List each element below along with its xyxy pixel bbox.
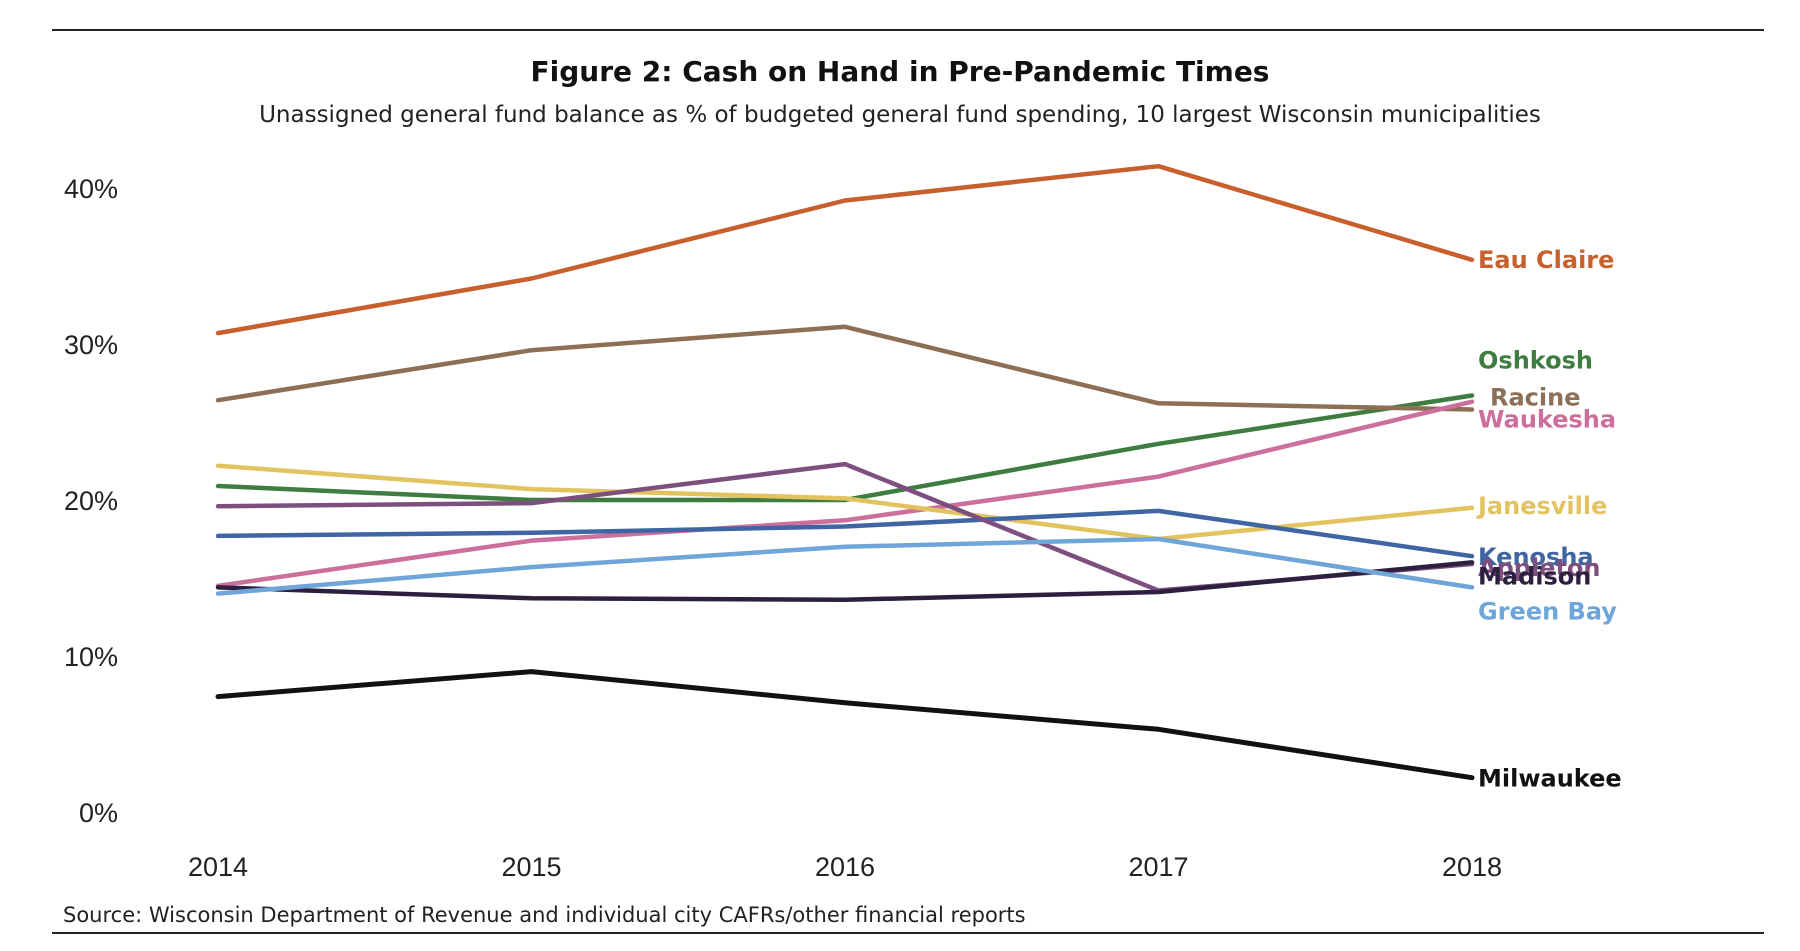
y-tick-label: 10% [64,642,118,672]
series-label-madison: Madison [1478,562,1591,590]
y-tick-label: 40% [64,174,118,204]
x-axis-ticks: 2014 2015 2016 2017 2018 [188,852,1502,882]
series-line-waukesha [215,399,1475,589]
x-tick-label: 2018 [1442,852,1502,882]
series-line-janesville [215,463,1475,542]
series-line-kenosha [215,508,1475,559]
series-line-madison [215,560,1475,603]
series-line-racine [215,324,1475,412]
series-label-racine: Racine [1490,384,1581,412]
series-label-oshkosh: Oshkosh [1478,346,1593,374]
x-tick-label: 2014 [188,852,248,882]
x-tick-label: 2017 [1128,852,1188,882]
series-label-waukesha: Waukesha [1478,406,1616,434]
y-tick-label: 0% [79,798,118,828]
chart-title: Figure 2: Cash on Hand in Pre-Pandemic T… [530,55,1270,88]
series-line-eau-claire [215,163,1475,336]
series-label-green-bay: Green Bay [1478,597,1617,625]
y-tick-label: 30% [64,330,118,360]
series-line-milwaukee [215,669,1475,781]
bottom-rule [52,932,1764,934]
source-note: Source: Wisconsin Department of Revenue … [63,903,1026,927]
series-lines [215,163,1475,781]
y-tick-label: 20% [64,486,118,516]
x-tick-label: 2015 [501,852,561,882]
chart-subtitle: Unassigned general fund balance as % of … [259,102,1541,128]
y-axis-ticks: 0% 10% 20% 30% 40% [64,174,118,828]
series-label-milwaukee: Milwaukee [1478,765,1622,793]
top-rule [52,29,1764,31]
series-label-appleton: Appleton [1478,554,1600,582]
series-label-kenosha: Kenosha [1478,543,1594,571]
x-tick-label: 2016 [815,852,875,882]
series-line-green-bay [215,536,1475,596]
series-label-janesville: Janesville [1476,492,1607,520]
series-label-eau-claire: Eau Claire [1478,246,1614,274]
